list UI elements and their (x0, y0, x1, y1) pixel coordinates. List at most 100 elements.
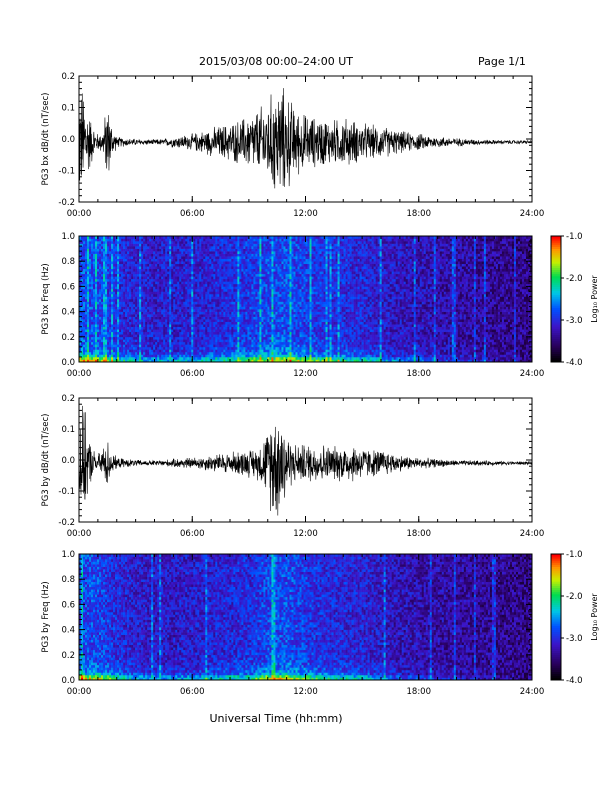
spectrogram-cell (155, 288, 158, 292)
spectrogram-cell (223, 359, 226, 363)
spectrogram-cell (95, 236, 98, 239)
spectrogram-cell (223, 241, 226, 244)
spectrogram-cell (125, 339, 128, 343)
spectrogram-cell (155, 321, 158, 325)
spectrogram-cell (187, 243, 190, 247)
spectrogram-cell (91, 256, 94, 259)
spectrogram-cell (129, 351, 132, 355)
spectrogram-cell (79, 286, 82, 290)
spectrogram-cell (197, 351, 200, 355)
spectrogram-cell (175, 359, 178, 363)
spectrogram-cell (187, 258, 190, 262)
spectrogram-cell (87, 248, 90, 252)
spectrogram-cell (199, 336, 202, 340)
spectrogram-cell (93, 314, 96, 317)
spectrogram-cell (89, 293, 92, 297)
spectrogram-cell (195, 263, 198, 267)
spectrogram-cell (235, 341, 238, 345)
spectrogram-cell (115, 299, 118, 302)
spectrogram-cell (181, 251, 184, 254)
spectrogram-cell (137, 346, 140, 350)
spectrogram-cell (205, 354, 208, 358)
spectrogram-cell (111, 288, 114, 292)
spectrogram-cell (151, 309, 154, 312)
spectrogram-cell (165, 241, 168, 244)
spectrogram-cell (137, 356, 140, 360)
spectrogram-cell (141, 291, 144, 295)
spectrogram-cell (235, 316, 238, 320)
spectrogram-cell (129, 316, 132, 320)
spectrogram-cell (269, 278, 272, 282)
spectrogram-cell (95, 299, 98, 302)
spectrogram-cell (257, 316, 260, 320)
spectrogram-cell (239, 324, 242, 328)
spectrogram-cell (159, 238, 162, 242)
spectrogram-cell (143, 321, 146, 325)
spectrogram-cell (103, 278, 106, 282)
spectrogram-cell (199, 341, 202, 345)
spectrogram-cell (227, 278, 230, 282)
spectrogram-cell (255, 241, 258, 244)
spectrogram-cell (205, 316, 208, 320)
spectrogram-cell (169, 314, 172, 317)
spectrogram-cell (189, 319, 192, 322)
spectrogram-cell (115, 321, 118, 325)
spectrogram-cell (169, 316, 172, 320)
spectrogram-cell (99, 346, 102, 350)
spectrogram-cell (203, 251, 206, 254)
spectrogram-cell (225, 329, 228, 333)
spectrogram-cell (127, 273, 130, 277)
spectrogram-cell (187, 246, 190, 249)
spectrogram-cell (191, 301, 194, 305)
spectrogram-cell (91, 266, 94, 270)
spectrogram-cell (167, 331, 170, 335)
spectrogram-cell (123, 299, 126, 302)
spectrogram-cell (91, 304, 94, 307)
spectrogram-cell (231, 293, 234, 297)
spectrogram-cell (163, 309, 166, 312)
spectrogram-cell (205, 243, 208, 247)
spectrogram-cell (207, 256, 210, 259)
spectrogram-cell (221, 349, 224, 353)
spectrogram-cell (127, 256, 130, 259)
spectrogram-cell (91, 301, 94, 305)
spectrogram-cell (87, 271, 90, 275)
spectrogram-cell (239, 238, 242, 242)
spectrogram-cell (163, 336, 166, 340)
spectrogram-cell (233, 291, 236, 295)
spectrogram-cell (221, 301, 224, 305)
spectrogram-cell (91, 346, 94, 350)
spectrogram-cell (197, 336, 200, 340)
spectrogram-cell (223, 296, 226, 300)
spectrogram-cell (273, 316, 276, 320)
spectrogram-cell (237, 316, 240, 320)
spectrogram-cell (267, 321, 270, 325)
spectrogram-cell (123, 349, 126, 353)
spectrogram-cell (187, 311, 190, 315)
spectrogram-cell (209, 356, 212, 360)
spectrogram-cell (253, 341, 256, 345)
spectrogram-cell (107, 329, 110, 333)
spectrogram-cell (117, 248, 120, 252)
spectrogram-cell (141, 238, 144, 242)
spectrogram-cell (137, 329, 140, 333)
spectrogram-cell (111, 329, 114, 333)
spectrogram-cell (257, 334, 260, 338)
spectrogram-cell (113, 243, 116, 247)
spectrogram-cell (103, 291, 106, 295)
spectrogram-cell (223, 238, 226, 242)
spectrogram-cell (131, 311, 134, 315)
spectrogram-cell (219, 273, 222, 277)
spectrogram-cell (247, 339, 250, 343)
spectrogram-cell (115, 316, 118, 320)
spectrogram-cell (253, 281, 256, 285)
spectrogram-cell (149, 326, 152, 330)
spectrogram-cell (167, 273, 170, 277)
spectrogram-cell (243, 288, 246, 292)
spectrogram-cell (241, 241, 244, 244)
spectrogram-cell (183, 336, 186, 340)
spectrogram-cell (99, 271, 102, 275)
spectrogram-cell (97, 281, 100, 285)
spectrogram-cell (179, 339, 182, 343)
spectrogram-cell (105, 276, 108, 280)
